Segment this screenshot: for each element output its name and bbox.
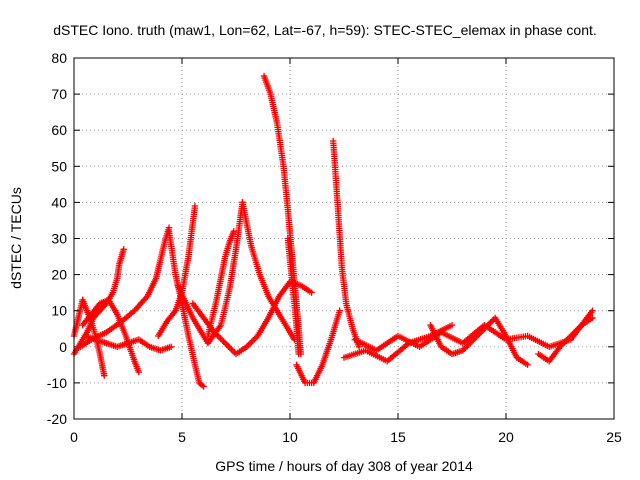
data-point	[101, 372, 108, 379]
data-point	[524, 361, 531, 369]
data-point	[246, 340, 254, 347]
y-tick-label: 70	[51, 86, 67, 102]
series-arc-14	[293, 307, 343, 387]
y-tick-label: -20	[47, 411, 67, 427]
chart-title: dSTEC Iono. truth (maw1, Lon=62, Lat=-67…	[53, 22, 597, 38]
x-tick-label: 25	[606, 429, 622, 445]
data-point	[222, 339, 229, 347]
data-point	[218, 336, 226, 344]
data-point	[220, 338, 227, 345]
y-tick-label: 80	[51, 50, 67, 66]
data-point	[308, 289, 315, 296]
grid	[74, 58, 614, 419]
y-tick-label: 0	[59, 339, 67, 355]
plot-frame	[73, 57, 615, 420]
data-point	[226, 344, 234, 352]
data-point	[120, 246, 127, 253]
data-point	[198, 382, 206, 389]
x-tick-label: 20	[498, 429, 514, 445]
y-tick-labels: -20 -10 0 10 20 30 40 50 60 70 80	[47, 50, 67, 427]
series-arc-15	[330, 137, 363, 350]
series-arc-9	[239, 199, 298, 343]
y-tick-label: 60	[51, 122, 67, 138]
data-point	[223, 341, 230, 348]
data-point	[589, 307, 596, 314]
data-point	[248, 338, 255, 346]
data-point	[448, 321, 456, 329]
series-arc-13	[284, 235, 302, 358]
series-arc-17	[427, 314, 531, 369]
x-tick-label: 10	[282, 429, 298, 445]
y-tick-label: 10	[51, 303, 67, 319]
y-tick-label: 30	[51, 231, 67, 247]
data-point	[135, 368, 142, 376]
series-arc-19	[535, 314, 596, 365]
data-point	[200, 383, 207, 390]
data-point	[228, 346, 235, 353]
data-point	[249, 337, 257, 344]
x-tick-labels: 0 5 10 15 20 25	[70, 429, 622, 445]
series-arc-7	[155, 202, 199, 340]
y-axis-label: dSTEC / TECUs	[8, 187, 24, 289]
data-point	[589, 314, 596, 322]
series-arc-8	[174, 199, 246, 347]
y-tick-label: 50	[51, 158, 67, 174]
series-arc-18	[340, 321, 456, 365]
data-point	[462, 344, 470, 351]
data-point	[251, 335, 258, 343]
x-tick-label: 15	[390, 429, 406, 445]
data-point	[336, 307, 343, 314]
series-arc-10	[189, 278, 315, 358]
y-tick-label: 40	[51, 194, 67, 210]
data-point	[217, 335, 224, 342]
series-arc-5	[81, 332, 175, 354]
data-point	[225, 343, 232, 350]
data-point	[230, 228, 238, 235]
series-arc-11	[204, 228, 238, 340]
x-tick-label: 0	[70, 429, 78, 445]
x-axis-label: GPS time / hours of day 308 of year 2014	[215, 458, 473, 474]
y-tick-label: -10	[47, 375, 67, 391]
data-point	[168, 343, 175, 350]
x-tick-label: 5	[178, 429, 186, 445]
y-tick-label: 20	[51, 267, 67, 283]
data-point	[191, 202, 199, 210]
data-series	[70, 72, 596, 390]
data-point	[295, 350, 302, 358]
